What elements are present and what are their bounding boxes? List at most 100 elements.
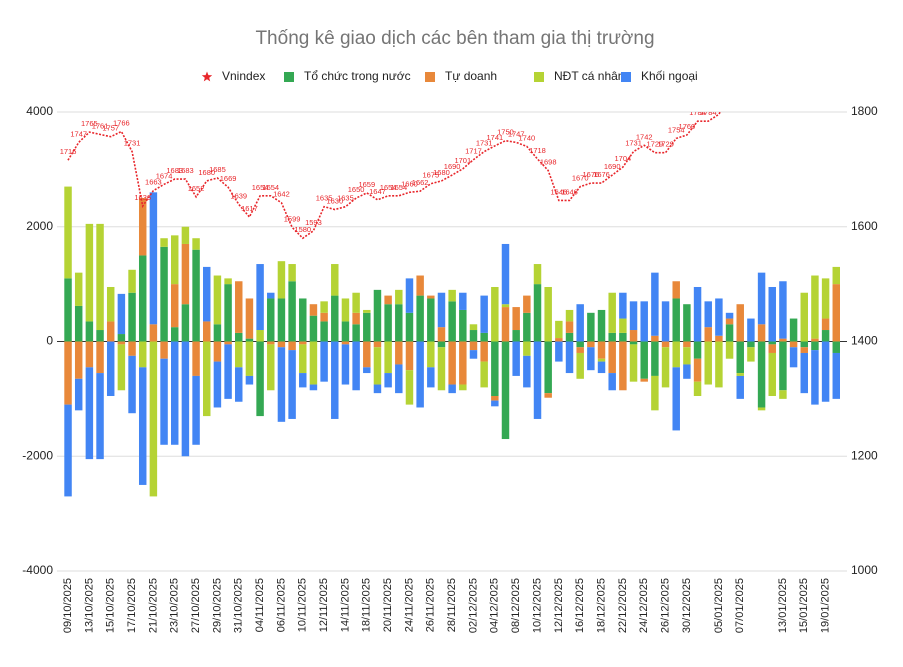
bar-segment [416, 295, 424, 342]
bar-segment [587, 312, 595, 342]
data-label: 1636 [134, 193, 151, 202]
data-label: 1747 [508, 129, 525, 138]
y2-tick-label: 1400 [851, 334, 878, 348]
x-tick-label: 15/01/2025 [798, 578, 810, 633]
data-label: 1683 [166, 166, 183, 175]
bar-segment [704, 301, 712, 328]
bar-segment [501, 243, 510, 305]
bar-segment [736, 341, 744, 374]
bar-segment [128, 355, 136, 414]
bar-segment [800, 341, 808, 348]
bar-segment [587, 347, 595, 371]
data-label: 1765 [81, 119, 98, 128]
data-label: 1731 [625, 139, 642, 148]
bar-segment [149, 324, 158, 342]
bar-segment [341, 344, 350, 385]
data-label: 1639 [230, 191, 247, 200]
x-tick-label: 30/12/2025 [681, 578, 693, 633]
data-label: 1690 [444, 162, 461, 171]
bar-segment [309, 341, 318, 385]
bar-segment [661, 347, 670, 388]
bar-segment [74, 378, 83, 411]
data-label: 1741 [486, 133, 503, 142]
bar-segment [437, 292, 446, 328]
data-label: 1635 [337, 194, 354, 203]
bar-segment [640, 341, 648, 379]
bar-segment [629, 344, 638, 382]
bar-segment [736, 304, 744, 342]
data-label: 1685 [209, 165, 226, 174]
bar-segment [181, 226, 190, 244]
y-tick-label: -2000 [22, 448, 53, 462]
bar-segment [235, 341, 243, 368]
x-tick-label: 12/11/2025 [318, 578, 330, 632]
bar-segment [480, 361, 488, 388]
bar-segment [672, 341, 680, 368]
bar-segment [800, 352, 808, 394]
legend-label: NĐT cá nhân [554, 69, 624, 83]
x-tick-label: 17/10/2025 [126, 578, 138, 633]
bar-segment [512, 307, 520, 331]
bar-segment [437, 341, 446, 348]
bar-segment [608, 332, 616, 342]
bar-segment [533, 284, 542, 342]
bar-segment [224, 284, 232, 342]
bar-segment [491, 396, 499, 401]
bar-segment [405, 370, 414, 405]
legend-marker [284, 72, 294, 82]
bar-segment [181, 341, 190, 457]
bar-segment [576, 341, 584, 348]
bar-segment [363, 341, 371, 368]
data-label: 1650 [348, 185, 365, 194]
bar-segment [363, 367, 371, 374]
data-label: 1593 [305, 218, 322, 227]
bar-segment [170, 284, 179, 328]
x-tick-label: 19/01/2025 [820, 578, 832, 633]
x-tick-label: 23/10/2025 [169, 578, 181, 633]
bar-segment [128, 269, 136, 293]
bar-segment [256, 264, 264, 331]
bar-segment [640, 378, 648, 382]
bar-segment [352, 324, 360, 342]
legend-label: Khối ngoại [641, 69, 698, 83]
data-label: 1670 [572, 174, 589, 183]
bar-segment [373, 341, 382, 348]
bar-segment [672, 298, 680, 342]
data-label: 1599 [284, 214, 301, 223]
bar-segment [608, 373, 616, 391]
bar-segment [181, 243, 190, 305]
bar-segment [128, 292, 136, 342]
legend-marker [201, 71, 213, 82]
bar-segment [619, 318, 627, 333]
x-tick-label: 09/10/2025 [62, 578, 74, 633]
x-tick-label: 16/12/2025 [574, 578, 586, 633]
data-label: 1660 [401, 179, 418, 188]
bar-segment [661, 341, 670, 348]
data-label: 1729 [647, 140, 664, 149]
x-tick-label: 24/12/2025 [638, 578, 650, 633]
bar-segment [245, 298, 254, 339]
bar-segment [597, 358, 606, 362]
bar-segment [224, 344, 232, 399]
data-label: 1580 [294, 225, 311, 234]
x-tick-label: 27/10/2025 [190, 578, 202, 633]
data-label: 1760 [679, 122, 696, 131]
bar-segment [224, 278, 232, 285]
bar-segment [779, 390, 787, 399]
bar-segment [469, 330, 478, 342]
bar-segment [117, 341, 126, 345]
bar-segment [757, 407, 766, 411]
bar-segment [384, 341, 392, 374]
bar-segment [469, 350, 478, 359]
bar-segment [74, 305, 83, 342]
bar-segment [299, 298, 307, 342]
bar-segment [597, 361, 606, 374]
bar-segment [245, 338, 254, 342]
x-tick-label: 26/11/2025 [425, 578, 437, 632]
bar-segment [106, 286, 115, 322]
bar-segment [85, 223, 94, 322]
bar-segment [373, 289, 382, 342]
x-tick-label: 06/11/2025 [275, 578, 287, 632]
bar-segment [384, 295, 392, 305]
data-label: 1675 [422, 171, 439, 180]
